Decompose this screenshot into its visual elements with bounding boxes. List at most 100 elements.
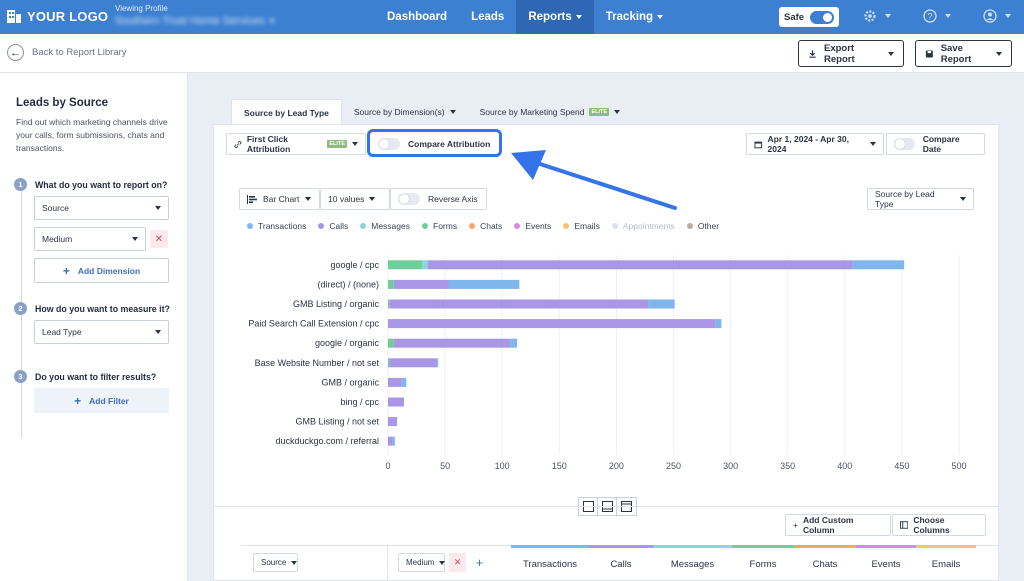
bar-segment-calls	[388, 417, 398, 427]
reverse-axis-toggle[interactable]: Reverse Axis	[390, 188, 487, 210]
chevron-down-icon	[945, 14, 951, 18]
x-tick-label: 500	[951, 461, 966, 471]
logo-text: YOUR LOGO	[27, 8, 109, 24]
bar-segment-transactions	[852, 260, 905, 270]
remove-column-button[interactable]: ✕	[449, 553, 466, 572]
add-column-button[interactable]: +	[471, 553, 488, 572]
tab-source-by-lead-type[interactable]: Source by Lead Type	[231, 99, 342, 125]
chevron-down-icon	[291, 560, 298, 565]
stacked-bar-chart: 0 50 100 150 200 250 300 350 400 450 500 google / c…	[248, 255, 967, 471]
settings-menu[interactable]	[863, 9, 891, 23]
table-medium-filter[interactable]: Medium	[398, 553, 446, 572]
bar-segment-transactions	[648, 299, 675, 309]
legend-item-appointments[interactable]: Appointments	[611, 221, 675, 231]
table-column-divider	[387, 545, 388, 581]
legend-item-emails[interactable]: Emails	[563, 221, 600, 231]
nav-leads[interactable]: Leads	[471, 11, 505, 23]
choose-columns-button[interactable]: Choose Columns	[892, 514, 986, 536]
logo[interactable]: YOUR LOGO	[6, 8, 108, 24]
date-range-picker[interactable]: Apr 1, 2024 - Apr 30, 2024	[746, 133, 884, 155]
chevron-down-icon	[155, 330, 161, 334]
chevron-down-icon	[352, 142, 358, 146]
column-header-messages[interactable]: Messages	[653, 545, 732, 581]
measure-select[interactable]: Lead Type	[34, 320, 169, 344]
columns-icon	[900, 521, 909, 529]
chevron-down-icon	[369, 197, 376, 201]
chevron-down-icon	[888, 51, 894, 56]
chevron-down-icon	[870, 142, 876, 146]
chart-type-select[interactable]: Bar Chart	[239, 188, 320, 210]
table-source-filter[interactable]: Source	[253, 553, 298, 572]
tab-source-by-dimensions[interactable]: Source by Dimension(s)	[342, 99, 468, 124]
report-main: Source by Lead Type Source by Dimension(…	[188, 73, 1024, 581]
bar-segment-transactions	[448, 279, 520, 289]
plus-icon: +	[62, 263, 70, 278]
safe-label: Safe	[784, 11, 805, 23]
remove-dimension-button[interactable]: ✕	[150, 230, 168, 248]
chevron-down-icon	[155, 206, 161, 210]
table-column-headers: Transactions Calls Messages Forms Chats Event…	[511, 545, 976, 581]
chevron-down-icon	[614, 109, 621, 114]
legend-item-other[interactable]: Other	[686, 221, 719, 231]
group-by-select[interactable]: Source by Lead Type	[867, 188, 974, 210]
compare-date-toggle[interactable]: Compare Date	[886, 133, 985, 155]
nav-reports[interactable]: Reports	[516, 0, 594, 34]
profile-switcher[interactable]: Viewing Profile Southern Trust Home Serv…	[115, 4, 275, 27]
bar-segment-forms	[388, 260, 423, 270]
building-icon	[7, 10, 21, 23]
help-menu[interactable]: ?	[923, 9, 951, 23]
column-header-emails[interactable]: Emails	[916, 545, 976, 581]
values-count-select[interactable]: 10 values	[320, 188, 390, 210]
add-filter-button[interactable]: + Add Filter	[34, 388, 169, 413]
bar-segment-transactions	[510, 338, 518, 348]
legend-item-calls[interactable]: Calls	[318, 221, 348, 231]
chevron-down-icon	[996, 51, 1002, 56]
dimension-select-medium[interactable]: Medium	[34, 227, 146, 251]
back-to-library-link[interactable]: ← Back to Report Library	[7, 44, 127, 61]
chevron-down-icon	[439, 560, 446, 565]
callout-highlight-box	[367, 129, 502, 157]
dimension-select-source[interactable]: Source	[34, 196, 169, 220]
category-label: GMB / organic	[321, 377, 379, 387]
legend-item-messages[interactable]: Messages	[360, 221, 410, 231]
column-header-calls[interactable]: Calls	[589, 545, 653, 581]
export-report-button[interactable]: Export Report	[798, 40, 904, 67]
x-tick-label: 150	[552, 461, 567, 471]
legend-item-chats[interactable]: Chats	[469, 221, 502, 231]
safe-mode-toggle[interactable]: Safe	[779, 7, 839, 27]
legend-item-transactions[interactable]: Transactions	[247, 221, 306, 231]
column-header-forms[interactable]: Forms	[732, 545, 794, 581]
column-header-events[interactable]: Events	[856, 545, 916, 581]
plus-icon: +	[475, 555, 484, 570]
chevron-down-icon	[657, 15, 664, 19]
compare-attribution-toggle[interactable]: Compare Attribution	[371, 133, 498, 155]
chevron-down-icon	[449, 109, 456, 114]
legend-item-forms[interactable]: Forms	[422, 221, 457, 231]
toggle-off-icon	[378, 138, 400, 150]
column-header-transactions[interactable]: Transactions	[511, 545, 589, 581]
user-icon	[983, 9, 997, 23]
user-menu[interactable]	[983, 9, 1011, 23]
toggle-on-icon	[810, 10, 834, 24]
gear-icon	[864, 10, 876, 22]
report-tabs: Source by Lead Type Source by Dimension(…	[231, 99, 632, 125]
nav-tracking[interactable]: Tracking	[594, 0, 675, 34]
bar-segment-transactions	[392, 436, 395, 446]
nav-dashboard[interactable]: Dashboard	[387, 11, 448, 23]
tab-source-by-marketing-spend[interactable]: Source by Marketing Spend ELITE	[468, 99, 633, 124]
svg-text:?: ?	[927, 12, 932, 22]
link-icon	[234, 140, 242, 148]
save-report-button[interactable]: Save Report	[915, 40, 1012, 67]
chevron-down-icon	[305, 197, 312, 201]
add-custom-column-button[interactable]: + Add Custom Column	[785, 514, 891, 536]
attribution-select[interactable]: First Click Attribution ELITE	[226, 133, 366, 155]
bar-segment-messages	[422, 260, 428, 270]
column-header-chats[interactable]: Chats	[794, 545, 856, 581]
legend-item-events[interactable]: Events	[514, 221, 551, 231]
add-dimension-button[interactable]: + Add Dimension	[34, 258, 169, 283]
step-3: 3 Do you want to filter results?	[14, 370, 156, 383]
bar-segment-forms	[388, 299, 390, 309]
x-tick-label: 450	[894, 461, 909, 471]
x-tick-label: 100	[495, 461, 510, 471]
bar-segment-calls	[388, 436, 393, 446]
